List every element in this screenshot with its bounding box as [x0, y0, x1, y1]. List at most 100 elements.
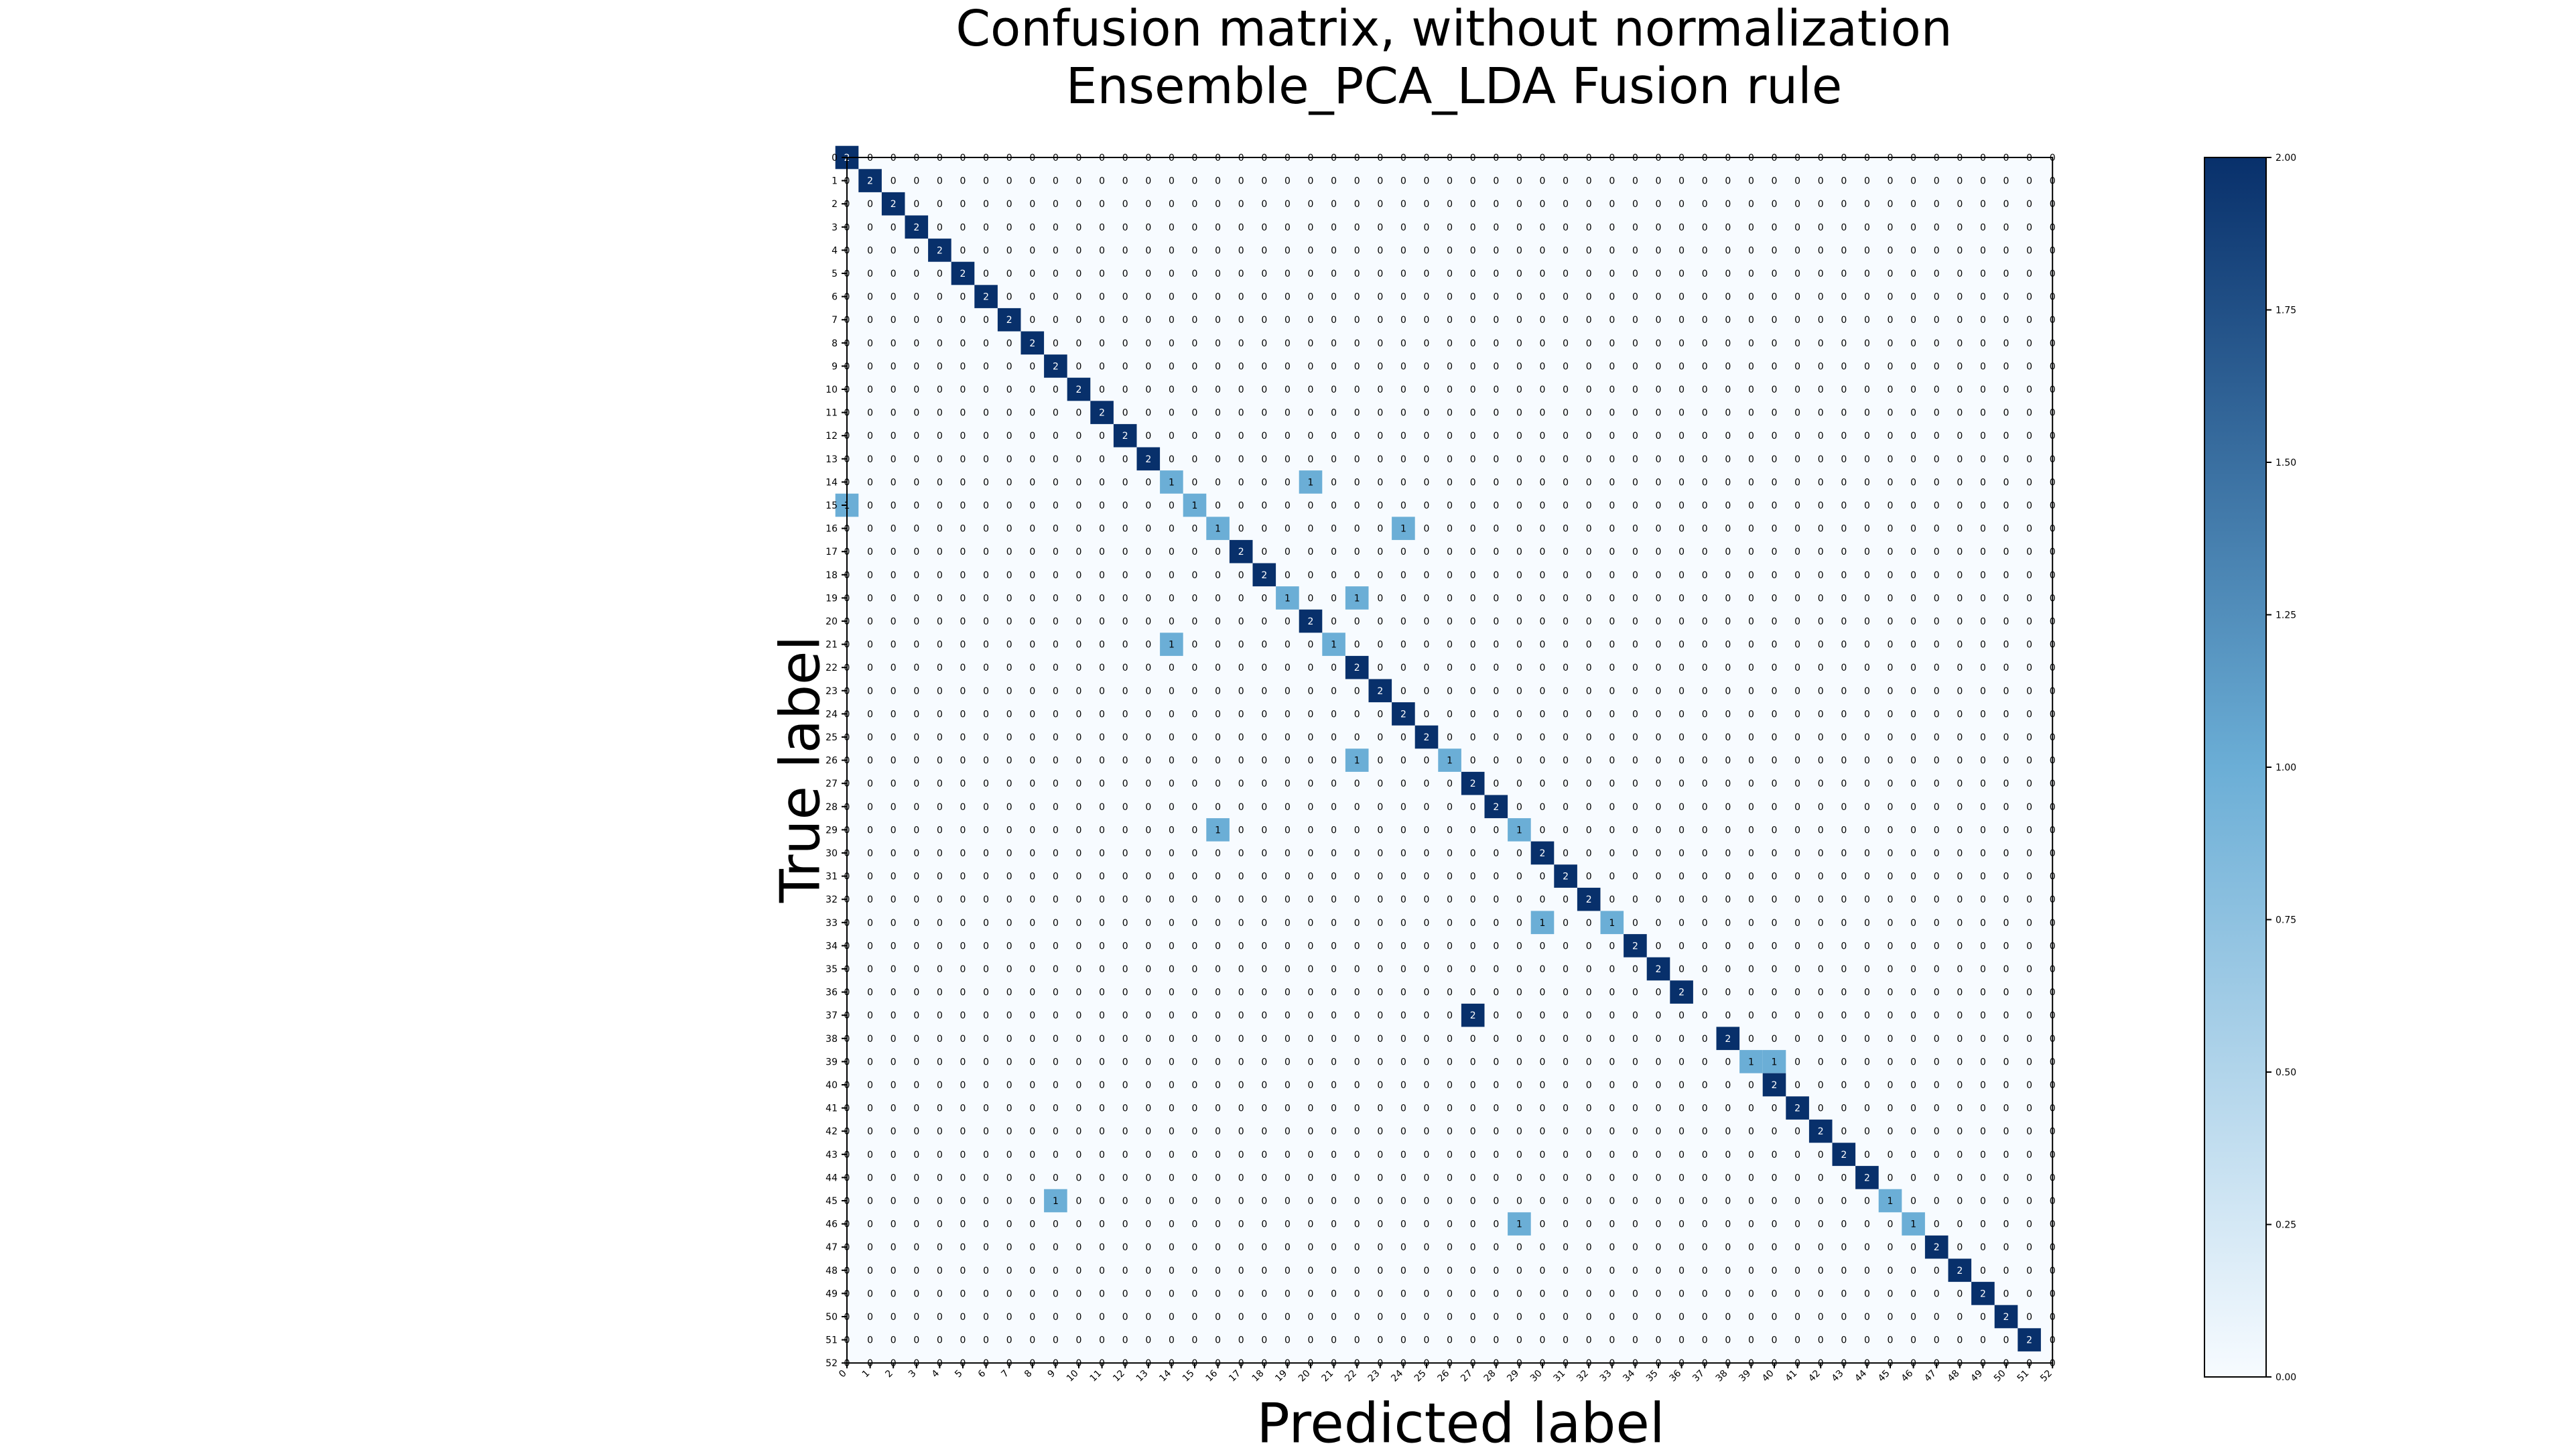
cell-value-label: 0	[1354, 454, 1360, 465]
cell-value-label: 0	[1934, 1196, 1940, 1207]
cell-value-label: 0	[1888, 941, 1894, 951]
cell-value-label: 0	[2003, 1335, 2009, 1346]
cell-value-label: 0	[1006, 477, 1012, 488]
cell-value-label: 0	[1678, 176, 1685, 187]
cell-value-label: 0	[867, 570, 873, 581]
cell-value-label: 0	[937, 315, 943, 326]
cell-value-label: 0	[1470, 593, 1476, 604]
cell-value-label: 0	[1331, 1034, 1337, 1045]
cell-value-label: 0	[1238, 709, 1244, 720]
cell-value-label: 0	[1006, 941, 1012, 951]
y-tick-label: 48	[826, 1266, 838, 1276]
x-tick-label: 36	[1668, 1368, 1684, 1384]
cell-value-label: 0	[2003, 616, 2009, 627]
cell-value-label: 0	[1076, 199, 1082, 210]
cell-value-label: 0	[1424, 1266, 1430, 1276]
cell-value-label: 0	[1122, 616, 1128, 627]
cell-value-label: 0	[1702, 199, 1708, 210]
cell-value-label: 0	[1029, 1288, 1035, 1299]
cell-value-label: 0	[1957, 1242, 1963, 1253]
cell-value-label: 0	[1238, 825, 1244, 836]
cell-value-label: 0	[983, 872, 989, 882]
cell-value-label: 0	[1145, 431, 1151, 442]
cell-value-label: 0	[1238, 315, 1244, 326]
cell-value-label: 0	[1284, 918, 1291, 929]
cell-value-label: 0	[1888, 570, 1894, 581]
cell-value-label: 0	[1772, 732, 1778, 743]
cell-value-label: 0	[1308, 825, 1314, 836]
cell-value-label: 0	[1910, 1266, 1916, 1276]
cell-value-label: 0	[1192, 431, 1198, 442]
x-tick-label: 39	[1737, 1368, 1753, 1384]
cell-value-label: 0	[1980, 245, 1986, 256]
cell-value-label: 0	[1818, 1266, 1824, 1276]
cell-value-label: 1	[1400, 524, 1406, 535]
cell-value-label: 0	[1261, 431, 1267, 442]
cell-value-label: 0	[1470, 269, 1476, 279]
cell-value-label: 0	[2026, 315, 2032, 326]
cell-value-label: 0	[1261, 1150, 1267, 1161]
cell-value-label: 0	[1702, 176, 1708, 187]
cell-value-label: 0	[1818, 802, 1824, 813]
cell-value-label: 0	[1006, 964, 1012, 975]
cell-value-label: 0	[1725, 1010, 1731, 1021]
cell-value-label: 0	[1122, 1312, 1128, 1323]
cell-value-label: 0	[1540, 1034, 1546, 1045]
cell-value-label: 0	[1563, 1196, 1569, 1207]
cell-value-label: 0	[1424, 547, 1430, 557]
cell-value-label: 0	[1725, 640, 1731, 651]
cell-value-label: 0	[1702, 1335, 1708, 1346]
cell-value-label: 0	[1284, 732, 1291, 743]
cell-value-label: 0	[960, 176, 966, 187]
cell-value-label: 0	[1308, 1104, 1314, 1114]
cell-value-label: 0	[937, 199, 943, 210]
cell-value-label: 0	[1006, 431, 1012, 442]
cell-value-label: 0	[2026, 524, 2032, 535]
cell-value-label: 0	[1609, 709, 1615, 720]
cell-value-label: 0	[1586, 1150, 1592, 1161]
cell-value-label: 0	[937, 964, 943, 975]
cell-value-label: 0	[1586, 338, 1592, 349]
cell-value-label: 0	[1470, 361, 1476, 372]
cell-value-label: 0	[1656, 1335, 1662, 1346]
cell-value-label: 0	[1957, 686, 1963, 697]
cell-value-label: 0	[983, 1196, 989, 1207]
cell-value-label: 0	[1493, 1080, 1499, 1091]
cell-value-label: 0	[1006, 1312, 1012, 1323]
cell-value-label: 0	[1794, 895, 1800, 905]
cell-value-label: 0	[1702, 454, 1708, 465]
cell-value-label: 0	[1540, 964, 1546, 975]
cell-value-label: 0	[2026, 1080, 2032, 1091]
cell-value-label: 0	[983, 709, 989, 720]
cell-value-label: 0	[890, 1104, 897, 1114]
cell-value-label: 0	[913, 245, 919, 256]
cell-value-label: 0	[1447, 616, 1453, 627]
cell-value-label: 0	[1934, 756, 1940, 767]
cell-value-label: 0	[1377, 1335, 1383, 1346]
cell-value-label: 0	[1447, 709, 1453, 720]
cell-value-label: 0	[1841, 1288, 1847, 1299]
y-tick-label: 1	[832, 176, 838, 187]
cell-value-label: 0	[1076, 663, 1082, 673]
cell-value-label: 0	[2003, 732, 2009, 743]
cell-value-label: 0	[867, 1104, 873, 1114]
cell-value-label: 0	[983, 477, 989, 488]
cell-value-label: 0	[1053, 292, 1059, 303]
cell-value-label: 0	[1818, 663, 1824, 673]
cell-value-label: 0	[1632, 1126, 1638, 1137]
cell-value-label: 0	[1609, 1173, 1615, 1183]
cell-value-label: 0	[1006, 779, 1012, 789]
cell-value-label: 0	[1725, 779, 1731, 789]
cell-value-label: 0	[1656, 616, 1662, 627]
cell-value-label: 0	[1470, 1335, 1476, 1346]
cell-value-label: 0	[1029, 1010, 1035, 1021]
cell-value-label: 0	[913, 315, 919, 326]
cell-value-label: 0	[1331, 779, 1337, 789]
cell-value-label: 0	[1609, 1242, 1615, 1253]
cell-value-label: 0	[960, 222, 966, 233]
cell-value-label: 0	[1609, 802, 1615, 813]
cell-value-label: 0	[2003, 1104, 2009, 1114]
cell-value-label: 0	[1516, 176, 1522, 187]
cell-value-label: 0	[1331, 1010, 1337, 1021]
cell-value-label: 0	[1099, 501, 1105, 511]
